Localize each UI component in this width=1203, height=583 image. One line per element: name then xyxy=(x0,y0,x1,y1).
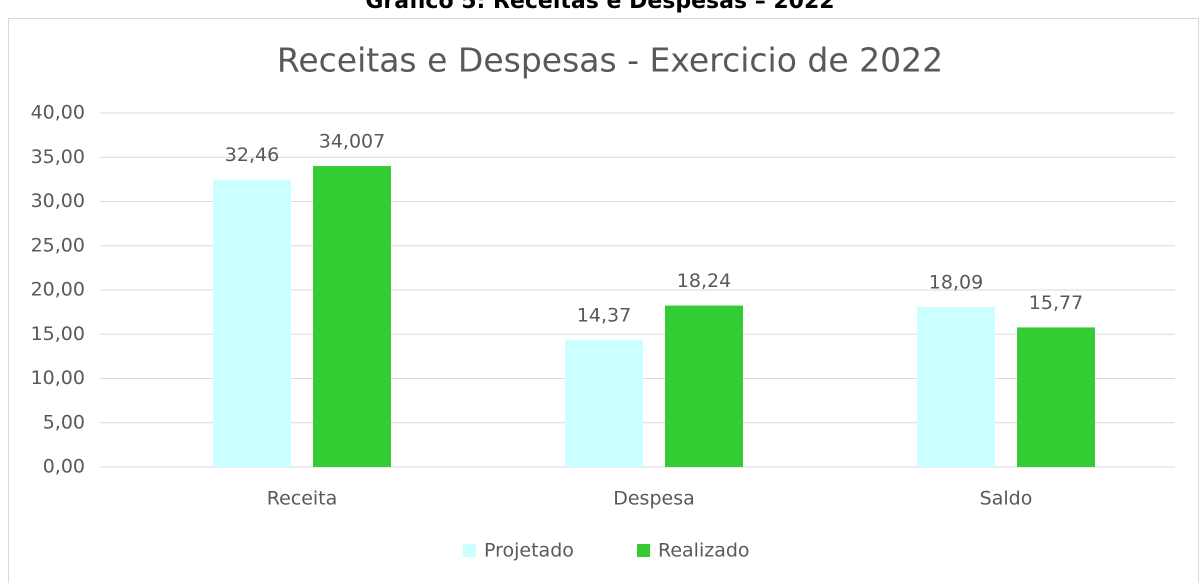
data-label: 15,77 xyxy=(1029,292,1083,314)
bar xyxy=(1017,327,1095,467)
y-tick-label: 20,00 xyxy=(31,279,85,301)
data-label: 18,24 xyxy=(677,270,731,292)
y-tick-label: 15,00 xyxy=(31,323,85,345)
legend-swatch xyxy=(463,544,476,557)
x-tick-label: Receita xyxy=(267,488,338,510)
legend-swatch xyxy=(637,544,650,557)
legend-label: Realizado xyxy=(658,540,750,562)
figure-heading: Gráfico 5: Receitas e Despesas – 2022 xyxy=(365,0,834,14)
data-label: 32,46 xyxy=(225,144,279,166)
legend-label: Projetado xyxy=(484,540,574,562)
y-tick-label: 5,00 xyxy=(43,411,85,433)
x-tick-label: Saldo xyxy=(980,488,1033,510)
y-tick-label: 40,00 xyxy=(31,102,85,124)
y-tick-label: 30,00 xyxy=(31,190,85,212)
y-tick-label: 0,00 xyxy=(43,456,85,478)
chart-title: Receitas e Despesas - Exercicio de 2022 xyxy=(277,41,943,80)
bar xyxy=(665,305,743,467)
data-label: 34,007 xyxy=(319,131,385,153)
data-label: 14,37 xyxy=(577,304,631,326)
data-label: 18,09 xyxy=(929,271,983,293)
x-tick-label: Despesa xyxy=(613,488,695,510)
y-tick-label: 25,00 xyxy=(31,234,85,256)
y-tick-label: 10,00 xyxy=(31,367,85,389)
bar xyxy=(565,339,643,467)
bar xyxy=(213,179,291,467)
y-tick-label: 35,00 xyxy=(31,146,85,168)
bar xyxy=(313,166,391,467)
bar xyxy=(917,306,995,467)
